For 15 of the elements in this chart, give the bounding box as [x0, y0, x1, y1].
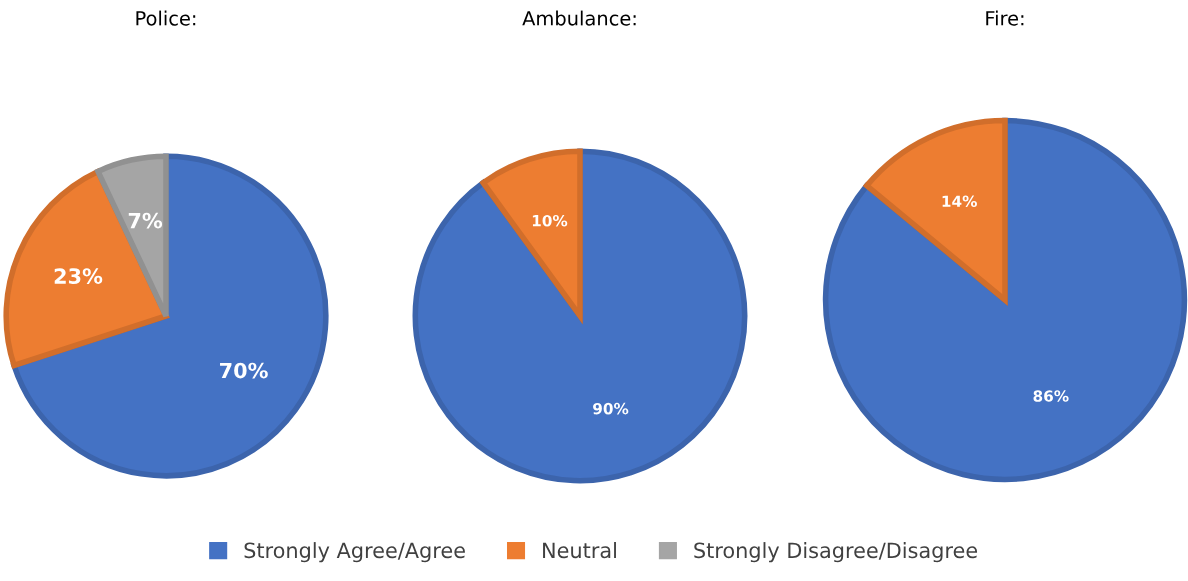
- data-label: 10%: [532, 214, 568, 227]
- data-label: 7%: [128, 212, 163, 229]
- data-label: 70%: [220, 362, 268, 379]
- legend-label: Neutral: [543, 542, 616, 559]
- legend-label: Strongly Agree/Agree: [244, 542, 465, 563]
- data-label: 90%: [593, 402, 629, 415]
- legend-label: Strongly Disagree/Disagree: [694, 542, 978, 563]
- chart-title: Ambulance:: [522, 10, 636, 26]
- data-label: 86%: [1033, 390, 1069, 402]
- data-label: 14%: [942, 195, 977, 208]
- chart-title: Fire:: [986, 10, 1024, 26]
- chart-title: Police:: [136, 10, 196, 26]
- pie-slice: [3, 168, 169, 369]
- data-label: 23%: [54, 268, 103, 284]
- pie-slice: [11, 153, 329, 479]
